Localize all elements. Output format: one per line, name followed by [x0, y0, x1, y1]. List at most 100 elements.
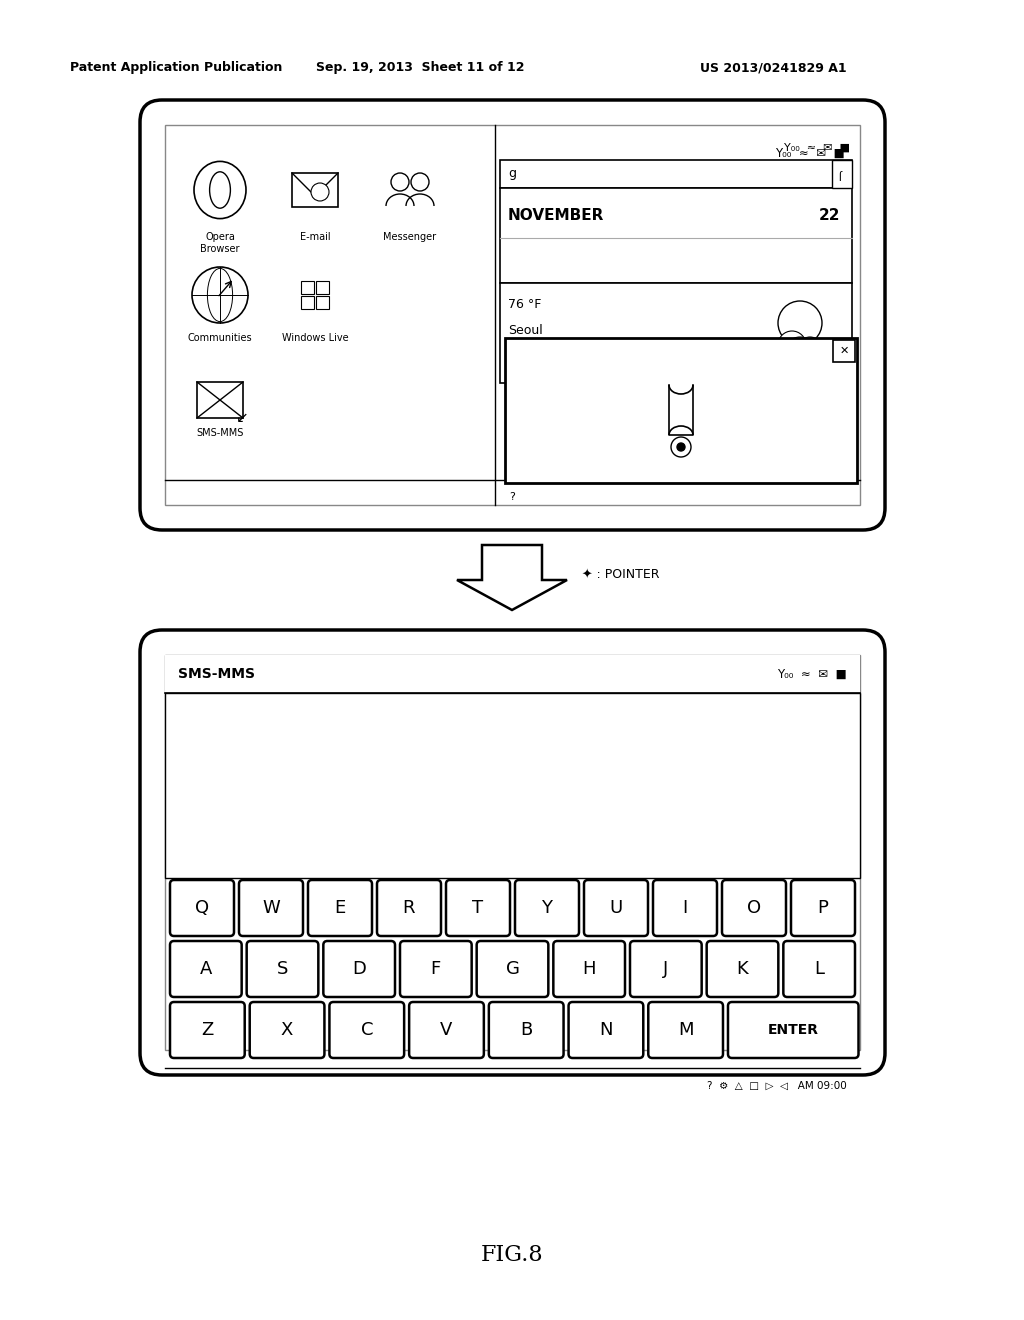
Text: R: R — [402, 899, 416, 917]
Text: Y₀₀  ≈  ✉  ■: Y₀₀ ≈ ✉ ■ — [775, 147, 845, 160]
FancyBboxPatch shape — [515, 880, 579, 936]
FancyBboxPatch shape — [140, 100, 885, 531]
Text: C: C — [360, 1020, 373, 1039]
Circle shape — [677, 444, 685, 451]
Text: 76 °F: 76 °F — [508, 298, 542, 312]
Text: B: B — [520, 1020, 532, 1039]
Text: ENTER: ENTER — [768, 1023, 819, 1038]
Text: I: I — [682, 899, 688, 917]
Text: Plenty of sunshine: Plenty of sunshine — [508, 346, 623, 359]
FancyBboxPatch shape — [170, 880, 234, 936]
Circle shape — [391, 173, 409, 191]
Text: O: O — [746, 899, 761, 917]
Text: J: J — [841, 169, 844, 180]
Text: V: V — [440, 1020, 453, 1039]
Text: J: J — [664, 960, 669, 978]
Text: SMS-MMS: SMS-MMS — [197, 428, 244, 438]
Text: g: g — [508, 168, 516, 181]
FancyBboxPatch shape — [488, 1002, 563, 1059]
Text: ?: ? — [509, 492, 515, 502]
Bar — [500, 187, 852, 282]
Circle shape — [411, 173, 429, 191]
Text: FIG.8: FIG.8 — [480, 1243, 544, 1266]
FancyBboxPatch shape — [476, 941, 548, 997]
FancyBboxPatch shape — [377, 880, 441, 936]
Text: S: S — [276, 960, 288, 978]
Text: H: H — [583, 960, 596, 978]
Text: Patent Application Publication: Patent Application Publication — [70, 62, 283, 74]
Circle shape — [778, 301, 822, 345]
FancyBboxPatch shape — [410, 1002, 484, 1059]
FancyBboxPatch shape — [400, 941, 472, 997]
Text: Messenger: Messenger — [383, 232, 436, 242]
Text: M: M — [678, 1020, 693, 1039]
Text: G: G — [506, 960, 519, 978]
Circle shape — [798, 337, 822, 360]
Bar — [301, 281, 314, 294]
Text: Y₀₀  ≈  ✉  ■: Y₀₀ ≈ ✉ ■ — [777, 668, 847, 681]
FancyBboxPatch shape — [648, 1002, 723, 1059]
Bar — [165, 125, 860, 506]
Bar — [292, 173, 338, 207]
Ellipse shape — [194, 161, 246, 219]
Text: Sep. 19, 2013  Sheet 11 of 12: Sep. 19, 2013 Sheet 11 of 12 — [315, 62, 524, 74]
Text: SMS-MMS: SMS-MMS — [178, 667, 255, 681]
Text: Seoul: Seoul — [508, 325, 543, 338]
FancyBboxPatch shape — [783, 941, 855, 997]
FancyBboxPatch shape — [170, 1002, 245, 1059]
FancyBboxPatch shape — [140, 630, 885, 1074]
Circle shape — [671, 437, 691, 457]
Text: ✦ : POINTER: ✦ : POINTER — [582, 569, 659, 582]
Circle shape — [778, 331, 806, 359]
Text: P: P — [817, 899, 828, 917]
FancyBboxPatch shape — [324, 941, 395, 997]
Ellipse shape — [210, 172, 230, 209]
Text: ↙: ↙ — [236, 411, 249, 425]
Text: US 2013/0241829 A1: US 2013/0241829 A1 — [700, 62, 847, 74]
FancyBboxPatch shape — [170, 941, 242, 997]
Text: E: E — [335, 899, 346, 917]
Text: L: L — [814, 960, 824, 978]
Text: Communities: Communities — [187, 333, 252, 343]
Bar — [316, 281, 329, 294]
FancyBboxPatch shape — [250, 1002, 325, 1059]
Text: U: U — [609, 899, 623, 917]
Text: T: T — [472, 899, 483, 917]
FancyBboxPatch shape — [630, 941, 701, 997]
Bar — [831, 160, 852, 187]
Polygon shape — [457, 545, 567, 610]
Text: ?  ⚙  △  □  ▷  ◁   AM 09:00: ? ⚙ △ □ ▷ ◁ AM 09:00 — [708, 1081, 847, 1092]
Bar — [833, 341, 855, 362]
FancyBboxPatch shape — [239, 880, 303, 936]
Text: Q: Q — [195, 899, 209, 917]
FancyBboxPatch shape — [568, 1002, 643, 1059]
FancyBboxPatch shape — [247, 941, 318, 997]
Bar — [197, 381, 243, 418]
Bar — [165, 693, 860, 878]
Circle shape — [784, 337, 816, 370]
Text: E-mail: E-mail — [300, 232, 331, 242]
Bar — [316, 296, 329, 309]
FancyBboxPatch shape — [722, 880, 786, 936]
Text: F: F — [431, 960, 441, 978]
Text: D: D — [352, 960, 367, 978]
Text: Opera
Browser: Opera Browser — [201, 232, 240, 253]
Bar — [165, 655, 860, 693]
Bar — [301, 296, 314, 309]
Bar — [500, 160, 852, 187]
Text: Windows Live: Windows Live — [282, 333, 348, 343]
Text: W: W — [262, 899, 280, 917]
Bar — [165, 655, 860, 1049]
FancyBboxPatch shape — [728, 1002, 858, 1059]
FancyBboxPatch shape — [553, 941, 625, 997]
Text: ✕: ✕ — [840, 346, 849, 356]
Text: N: N — [599, 1020, 612, 1039]
Bar — [500, 282, 852, 383]
Text: X: X — [281, 1020, 293, 1039]
Circle shape — [193, 267, 248, 323]
FancyBboxPatch shape — [707, 941, 778, 997]
Text: A: A — [200, 960, 212, 978]
Text: Z: Z — [202, 1020, 213, 1039]
Text: Y: Y — [542, 899, 553, 917]
FancyBboxPatch shape — [584, 880, 648, 936]
